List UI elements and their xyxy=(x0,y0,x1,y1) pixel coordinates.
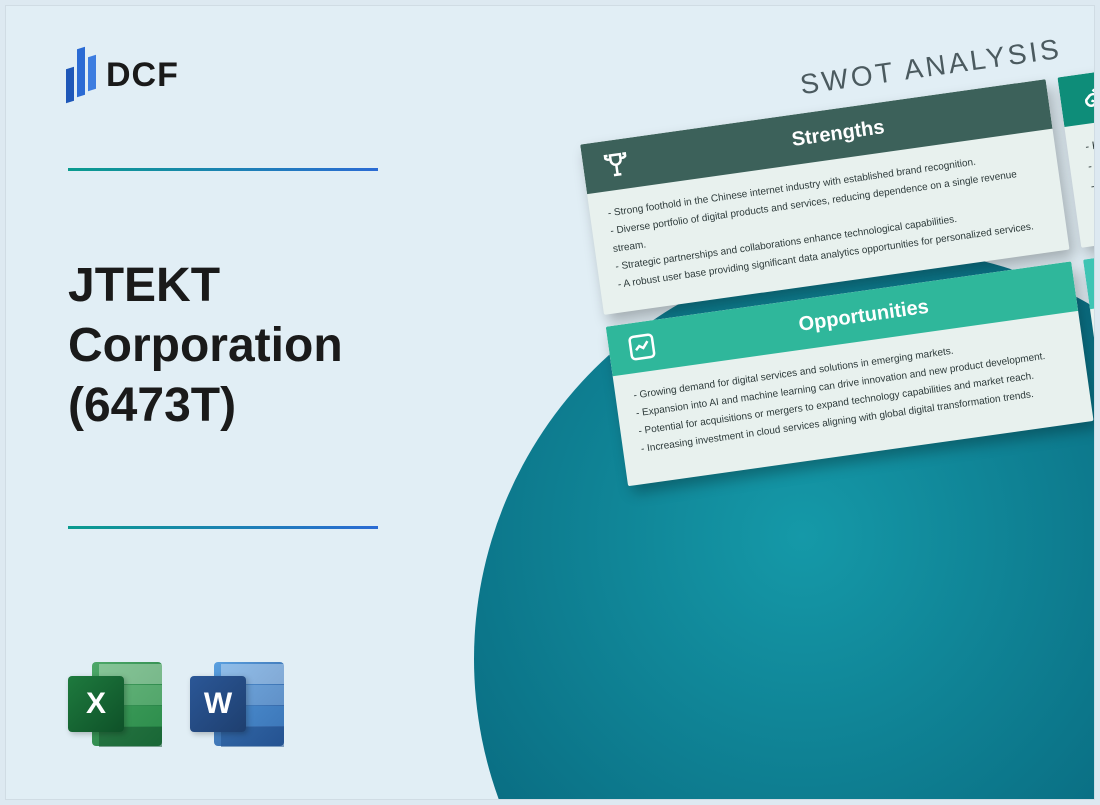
page-title: JTEKT Corporation (6473T) xyxy=(68,256,343,436)
word-icon[interactable]: W xyxy=(186,654,286,754)
excel-icon[interactable]: X xyxy=(64,654,164,754)
title-line: JTEKT Corporation (6473T) xyxy=(68,259,343,432)
logo-bars-icon xyxy=(66,48,96,102)
swot-preview: SWOT ANALYSIS Strengths Strong foothold … xyxy=(574,12,1095,486)
app-icons: X W xyxy=(64,654,286,754)
dcf-logo: DCF xyxy=(66,48,179,102)
excel-badge: X xyxy=(68,676,124,732)
trophy-icon xyxy=(599,148,633,182)
logo-text: DCF xyxy=(106,56,179,95)
chart-icon xyxy=(625,330,659,364)
word-badge: W xyxy=(190,676,246,732)
divider-bottom xyxy=(68,526,378,529)
link-icon xyxy=(1077,81,1095,115)
card-frame: DCF JTEKT Corporation (6473T) X W SWOT A… xyxy=(5,5,1095,800)
divider-top xyxy=(68,168,378,171)
